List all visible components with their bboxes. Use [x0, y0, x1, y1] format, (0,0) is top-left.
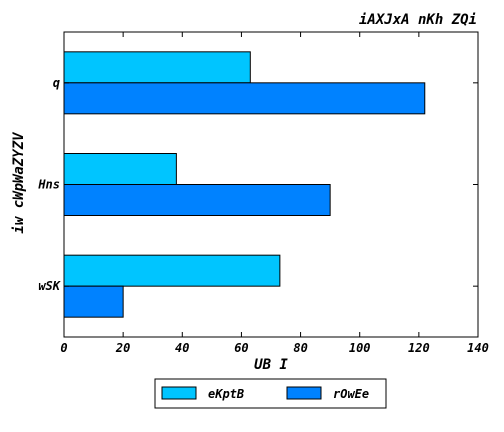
y-tick-label: Hns [37, 178, 60, 192]
legend: eKptB rOwEe [154, 378, 387, 409]
bar-rOwEe-wSK [63, 285, 124, 318]
plot-area: wSK Hns q 0 20 40 60 80 100 120 140 [37, 31, 489, 355]
x-tick-label: 40 [175, 341, 189, 355]
y-tick-label: wSK [38, 279, 61, 293]
y-tick-label: q [53, 76, 60, 90]
x-tick-label: 60 [234, 341, 248, 355]
x-tick-label: 20 [115, 341, 130, 355]
x-tick-label: 120 [408, 341, 430, 355]
bar-rOwEe-q [63, 82, 426, 115]
plot-frame [63, 31, 479, 338]
legend-swatch-eKptB [161, 386, 197, 400]
bar-eKptB-Hns [63, 153, 177, 185]
bar-eKptB-q [63, 51, 251, 84]
chart-title: iAXJxA nKh ZQi [359, 12, 477, 28]
bar-eKptB-wSK [63, 254, 281, 287]
legend-label-eKptB: eKptB [208, 387, 244, 401]
x-axis-label: UB I [254, 357, 288, 373]
x-tick-label: 80 [293, 341, 307, 355]
x-tick-label: 140 [467, 341, 489, 355]
bar-rOwEe-Hns [63, 184, 331, 216]
legend-swatch-rOwEe [286, 386, 322, 400]
legend-label-rOwEe: rOwEe [333, 387, 369, 401]
x-tick-label: 0 [60, 341, 67, 355]
y-axis-label: iw cWpWaZYZV [11, 131, 27, 234]
x-tick-label: 100 [349, 341, 371, 355]
